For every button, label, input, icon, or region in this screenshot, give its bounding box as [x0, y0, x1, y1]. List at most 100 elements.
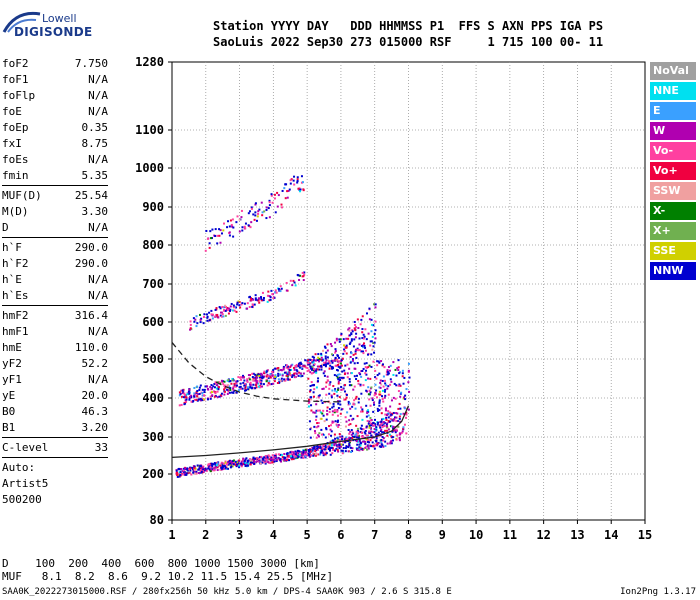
echo-point [189, 320, 192, 323]
echo-point [210, 237, 213, 240]
echo-point [219, 229, 222, 232]
echo-point [294, 455, 297, 458]
x-tick-label: 13 [570, 528, 584, 542]
echo-point [238, 459, 241, 462]
echo-point [314, 450, 317, 453]
echo-point [310, 454, 313, 457]
echo-point [238, 218, 241, 221]
param-divider [2, 237, 108, 238]
echo-point [305, 453, 308, 456]
echo-point [367, 332, 370, 335]
echo-point [214, 392, 217, 395]
echo-point [232, 389, 235, 392]
echo-point [316, 448, 319, 451]
echo-point [351, 329, 354, 332]
param-row: h`E N/A [2, 272, 108, 288]
echo-point [243, 379, 246, 382]
echo-point [329, 424, 332, 427]
echo-point [267, 207, 270, 210]
echo-point [312, 391, 315, 394]
echo-point [249, 381, 252, 384]
echo-point [348, 438, 351, 441]
echo-point [319, 411, 322, 414]
echo-point [382, 437, 385, 440]
param-value: 8.75 [81, 137, 109, 150]
echo-point [293, 452, 296, 455]
echo-point [313, 425, 316, 428]
echo-point [352, 353, 355, 356]
echo-point [214, 462, 217, 465]
echo-point [405, 413, 408, 416]
echo-point [244, 227, 247, 230]
logo-swoosh-icon [2, 11, 41, 33]
echo-point [223, 393, 226, 396]
echo-point [374, 329, 377, 332]
echo-point [396, 419, 399, 422]
echo-point [227, 390, 230, 393]
echo-point [268, 201, 271, 204]
x-tick-label: 5 [304, 528, 311, 542]
echo-point [317, 434, 320, 437]
echo-point [322, 444, 325, 447]
echo-point [340, 385, 343, 388]
echo-point [259, 462, 262, 465]
echo-point [326, 445, 329, 448]
echo-point [232, 235, 235, 238]
echo-point [229, 388, 232, 391]
echo-point [287, 189, 290, 192]
echo-point [291, 456, 294, 459]
echo-point [347, 402, 350, 405]
echo-point [331, 359, 334, 362]
echo-point [223, 384, 226, 387]
echo-point [374, 303, 377, 306]
echo-point [393, 382, 396, 385]
echo-point [283, 371, 286, 374]
echo-point [303, 365, 306, 368]
echo-point [378, 445, 381, 448]
echo-point [353, 375, 356, 378]
echo-point [218, 381, 221, 384]
echo-point [330, 396, 333, 399]
echo-point [229, 464, 232, 467]
dashed-profile-curve [171, 341, 341, 403]
echo-point [325, 427, 328, 430]
echo-point [214, 381, 217, 384]
echo-point [352, 417, 355, 420]
echo-point [324, 357, 327, 360]
echo-point [359, 444, 362, 447]
echo-point [234, 385, 237, 388]
echo-point [360, 410, 363, 413]
param-name: foF2 [2, 57, 29, 70]
echo-point [274, 291, 277, 294]
echo-point [267, 454, 270, 457]
legend-item: Vo+ [650, 162, 696, 180]
echo-point [269, 296, 272, 299]
echo-point [193, 386, 196, 389]
echo-point [339, 365, 342, 368]
echo-point [297, 456, 300, 459]
echo-point [193, 392, 196, 395]
echo-point [309, 371, 312, 374]
echo-point [288, 369, 291, 372]
echo-point [347, 400, 350, 403]
x-tick-label: 8 [405, 528, 412, 542]
echo-point [247, 388, 250, 391]
echo-point [345, 396, 348, 399]
echo-point [254, 202, 257, 205]
echo-point [392, 411, 395, 414]
x-tick-label: 15 [638, 528, 652, 542]
echo-point [295, 363, 298, 366]
echo-point [217, 388, 220, 391]
echo-point [302, 453, 305, 456]
echo-point [219, 307, 222, 310]
x-tick-label: 9 [439, 528, 446, 542]
echo-point [266, 373, 269, 376]
echo-point [196, 385, 199, 388]
echo-point [320, 352, 323, 355]
echo-point [289, 451, 292, 454]
echo-point [293, 175, 296, 178]
echo-point [307, 405, 310, 408]
echo-point [251, 378, 254, 381]
echo-point [313, 363, 316, 366]
echo-point [265, 378, 268, 381]
